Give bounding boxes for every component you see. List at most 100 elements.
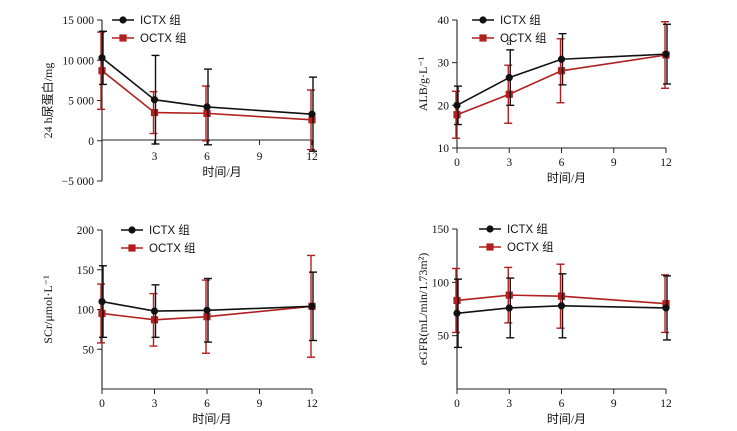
data-point <box>557 292 566 300</box>
panel-serum-creatinine: 50 100 150 200 0 3 6 9 12 时间/月 SCr/μmol·L⁻¹ ICTX 组 O… <box>41 223 318 426</box>
series-octx <box>97 31 316 151</box>
data-point <box>150 307 159 315</box>
y-axis-title: 24 h尿蛋白/mg <box>40 63 55 139</box>
data-point <box>557 67 566 75</box>
legend-marker <box>479 34 487 42</box>
data-point <box>453 296 461 305</box>
y-tick-label: 30 <box>438 58 450 70</box>
data-point <box>505 304 513 312</box>
series-line <box>101 70 313 121</box>
y-tick-label: 100 <box>432 277 450 289</box>
y-tick-label: 10 000 <box>62 55 94 67</box>
series-ictx <box>453 23 671 126</box>
legend-label: ICTX 组 <box>507 222 548 236</box>
data-point <box>98 297 106 306</box>
legend-marker <box>119 34 127 42</box>
data-point <box>150 96 159 104</box>
x-tick-label: 9 <box>257 398 263 410</box>
data-point <box>662 304 670 312</box>
y-tick-label: 15 000 <box>62 15 94 27</box>
legend-marker <box>486 225 494 233</box>
series-line <box>456 304 667 315</box>
y-tick-label: 0 <box>88 136 94 148</box>
x-tick-label: 9 <box>257 151 263 163</box>
legend-marker <box>479 16 487 24</box>
data-point <box>505 291 513 299</box>
legend-label: OCTX 组 <box>149 241 196 255</box>
x-tick-label: 3 <box>152 398 158 410</box>
legend-label: ICTX 组 <box>140 13 181 27</box>
data-point <box>453 309 461 317</box>
series-octx <box>452 263 670 334</box>
x-tick-label: 0 <box>99 398 105 410</box>
data-point <box>98 67 106 75</box>
data-point <box>505 90 513 98</box>
series-ictx <box>453 273 671 349</box>
x-tick-label: 12 <box>660 157 672 169</box>
x-tick-label: 0 <box>454 398 460 410</box>
y-tick-label: 40 <box>438 15 450 27</box>
x-tick-label: 12 <box>660 398 672 410</box>
data-point <box>98 309 106 318</box>
legend: ICTX 组 OCTX 组 <box>472 13 547 45</box>
x-axis-title: 时间/月 <box>202 165 241 179</box>
x-tick-label: 3 <box>506 157 512 169</box>
y-tick-label: 10 <box>438 143 450 155</box>
legend: ICTX 组 OCTX 组 <box>479 222 554 254</box>
data-point <box>557 302 566 310</box>
data-point <box>150 316 159 324</box>
y-tick-label: −5 000 <box>62 176 95 188</box>
series-line <box>456 294 667 305</box>
x-tick-label: 6 <box>204 151 210 163</box>
data-point <box>203 103 211 111</box>
data-point <box>662 300 670 308</box>
data-point <box>453 111 461 119</box>
series-line <box>101 300 313 312</box>
series-line <box>456 54 667 116</box>
panel-albumin: 10 20 30 40 0 3 6 9 12 时间/月 ALB/g·L⁻¹ a ICTX 组 OCTX 组 <box>416 13 672 185</box>
y-axis-title: ALB/g·L⁻¹ <box>416 56 430 111</box>
x-tick-label: 0 <box>454 157 460 169</box>
legend-label: OCTX 组 <box>140 31 187 45</box>
data-point <box>662 50 670 58</box>
data-point <box>98 54 106 62</box>
panel-urine-protein: −5 000 0 5 000 10 000 15 000 3 6 9 12 时间/月 24 h尿蛋白… <box>40 13 318 188</box>
x-tick-label: 3 <box>152 151 158 163</box>
y-tick-label: 50 <box>83 344 95 356</box>
legend-marker <box>486 243 494 251</box>
x-axis-title: 时间/月 <box>547 171 586 185</box>
data-point <box>203 313 211 321</box>
y-tick-label: 150 <box>77 265 95 277</box>
x-tick-label: 9 <box>611 398 617 410</box>
x-axis-title: 时间/月 <box>192 412 231 426</box>
data-point <box>557 55 566 63</box>
x-tick-label: 3 <box>506 398 512 410</box>
y-axis-title: SCr/μmol·L⁻¹ <box>41 275 55 344</box>
y-tick-label: 100 <box>77 305 95 317</box>
data-point <box>150 108 159 117</box>
data-point <box>203 109 211 117</box>
legend: ICTX 组 OCTX 组 <box>121 223 196 255</box>
series-line <box>101 57 313 115</box>
data-point <box>203 306 211 314</box>
x-tick-label: 6 <box>559 398 565 410</box>
y-tick-label: 50 <box>438 331 450 343</box>
data-point <box>308 116 316 124</box>
data-point <box>308 110 316 118</box>
legend-label: ICTX 组 <box>500 13 541 27</box>
legend-label: ICTX 组 <box>149 223 190 237</box>
y-axis-title: eGFR(mL/min/1.73m²) <box>416 253 430 366</box>
panel-egfr: 50 100 150 0 3 6 9 12 时间/月 eGFR(mL/min/1.73m²) ICT… <box>416 222 672 426</box>
x-tick-label: 12 <box>306 151 318 163</box>
legend-marker <box>128 244 136 252</box>
series-ictx <box>98 30 317 152</box>
y-tick-label: 5 000 <box>68 96 94 108</box>
significance-mark: a <box>507 36 512 48</box>
x-axis-title: 时间/月 <box>547 412 586 426</box>
legend-marker <box>119 16 127 24</box>
series-line <box>101 305 313 321</box>
data-point <box>308 302 316 310</box>
y-tick-label: 200 <box>77 225 95 237</box>
y-tick-label: 150 <box>432 224 450 236</box>
